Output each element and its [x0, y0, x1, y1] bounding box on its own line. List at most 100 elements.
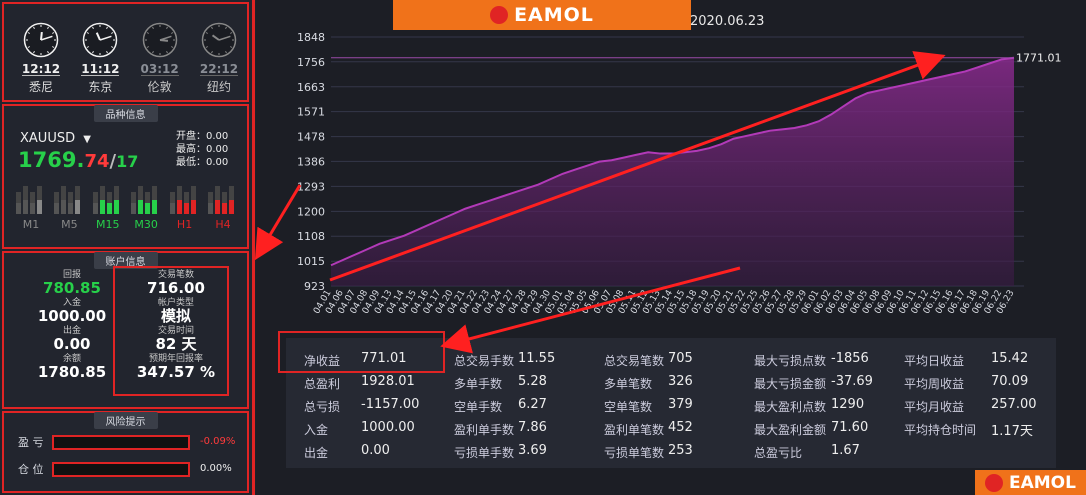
signal-bar	[68, 192, 74, 214]
price-bid: 74	[84, 151, 110, 172]
stat-value: 71.60	[831, 420, 869, 435]
stat-label: 空单手数	[454, 400, 503, 414]
y-tick-label: 1108	[297, 230, 325, 243]
signal-bar	[23, 186, 28, 214]
account-item-value: 347.57 %	[136, 363, 216, 381]
stat-label: 入金	[304, 423, 329, 437]
y-tick-label: 923	[304, 280, 325, 293]
signal-bar	[138, 186, 144, 214]
stat-label: 平均月收益	[904, 400, 965, 414]
signal-bar	[106, 192, 112, 214]
y-tick-label: 1663	[297, 81, 325, 94]
equity-chart: 923 1015 1108 1200 1293 1386 1478 1571 1663 1756 1…	[297, 31, 1062, 316]
risk-label: 盈 亏	[18, 436, 44, 449]
risk-label: 仓 位	[18, 463, 44, 476]
stat-value: 1.67	[831, 443, 860, 458]
account-item-value: 1000.00	[37, 307, 107, 325]
signal-bar	[183, 192, 189, 214]
risk-box: 风险提示	[2, 411, 249, 493]
signal-bar	[16, 192, 21, 214]
y-tick-label: 1293	[297, 180, 325, 193]
y-tick-label: 1200	[297, 205, 325, 218]
timeframe-label-m5[interactable]: M5	[61, 218, 78, 231]
stat-value: 7.86	[518, 420, 547, 435]
stat-value: 1.17天	[991, 424, 1033, 439]
chart-date-label: 2020.06.23	[690, 14, 765, 29]
clock-icon	[201, 22, 237, 58]
equity-area	[331, 57, 1014, 286]
world-clocks: 12:12 悉尼 11:12 东京 03:12 伦敦 22:12 纽约	[16, 22, 244, 95]
stat-label: 总盈亏比	[754, 446, 803, 460]
stat-value: 3.69	[518, 443, 547, 458]
signal-bar	[176, 186, 182, 214]
end-value-label: 1771.01	[1016, 52, 1062, 65]
brand-badge: EAMOL	[975, 470, 1086, 495]
stat-label: 总亏损	[304, 400, 341, 414]
stat-value: 11.55	[518, 351, 556, 366]
clock-city: 伦敦	[147, 80, 172, 94]
chevron-down-icon[interactable]: ▼	[83, 134, 91, 145]
risk-progress-bar	[51, 461, 190, 477]
brand-text: EAMOL	[514, 4, 594, 26]
timeframe-label-m1[interactable]: M1	[22, 218, 40, 231]
signal-bar	[113, 186, 119, 214]
symbol-info-box: 品种信息	[2, 104, 249, 249]
price-main: 1769.	[18, 148, 85, 172]
account-item-value: 82 天	[155, 335, 197, 353]
stat-label: 盈利单笔数	[604, 423, 665, 437]
brand-badge-logo-icon	[985, 473, 1003, 492]
open-value: 开盘：0.00	[176, 131, 229, 142]
account-item: 回报 780.85	[27, 270, 117, 297]
signal-bar	[214, 186, 220, 214]
timeframe-label-h1[interactable]: H1	[176, 218, 193, 231]
stat-value: 15.42	[991, 351, 1029, 366]
risk-value: 0.00%	[200, 463, 232, 474]
stat-value: 1290	[831, 397, 865, 412]
signal-bar	[61, 186, 67, 214]
clock-icon	[83, 22, 118, 58]
account-item-value: 1780.85	[37, 363, 107, 381]
signal-bar	[221, 192, 227, 214]
signal-bar	[152, 186, 158, 214]
clock-3: 22:12 纽约	[194, 22, 244, 95]
account-item: 交易时间 82 天	[131, 326, 221, 353]
stat-label: 最大亏损金额	[754, 377, 827, 391]
signal-bar	[169, 192, 175, 214]
stat-value: 1928.01	[361, 374, 415, 389]
risk-progress-bar	[51, 434, 190, 450]
signal-bar	[99, 186, 105, 214]
timeframe-labels: M1 M5 M15 M30 H1 H4	[16, 218, 238, 231]
account-item: 入金 1000.00	[27, 298, 117, 325]
symbol-selector[interactable]: XAUUSD ▼	[20, 131, 91, 146]
risk-value: -0.09%	[200, 436, 236, 447]
account-item-label: 余额	[62, 354, 81, 364]
risk-section-title: 风险提示	[93, 412, 158, 429]
clock-time: 03:12	[140, 62, 179, 76]
stat-value: 326	[668, 374, 693, 389]
y-tick-label: 1386	[297, 155, 325, 168]
signal-bars-m30	[131, 180, 161, 214]
account-item: 交易笔数 716.00	[131, 270, 221, 297]
stat-value: 452	[668, 420, 693, 435]
signal-bar	[37, 186, 42, 214]
clock-city: 东京	[88, 80, 113, 94]
statistics-panel: 净收益 771.01 总盈利 1928.01 总亏损 -1157.00 入金 1000.00 出…	[286, 338, 1056, 468]
signal-bar	[190, 186, 196, 214]
stat-label: 出金	[304, 446, 329, 460]
account-item-label: 预期年回报率	[148, 354, 203, 364]
y-tick-label: 1478	[297, 131, 325, 144]
brand-logo-icon	[490, 6, 509, 24]
clock-city: 悉尼	[28, 80, 53, 94]
timeframe-label-m30[interactable]: M30	[134, 218, 158, 231]
stat-value: 253	[668, 443, 693, 458]
net-profit-highlight	[278, 331, 445, 373]
stat-value: 257.00	[991, 397, 1037, 412]
account-item: 余额 1780.85	[27, 354, 117, 381]
account-item: 出金 0.00	[27, 326, 117, 353]
signal-bar	[92, 192, 98, 214]
world-clocks-box: 12:12 悉尼 11:12 东京 03:12 伦敦 22:12 纽约	[2, 2, 249, 102]
timeframe-label-m15[interactable]: M15	[96, 218, 120, 231]
timeframe-label-h4[interactable]: H4	[215, 218, 231, 231]
stat-label: 总交易手数	[454, 354, 515, 368]
stat-label: 平均持仓时间	[904, 423, 977, 437]
